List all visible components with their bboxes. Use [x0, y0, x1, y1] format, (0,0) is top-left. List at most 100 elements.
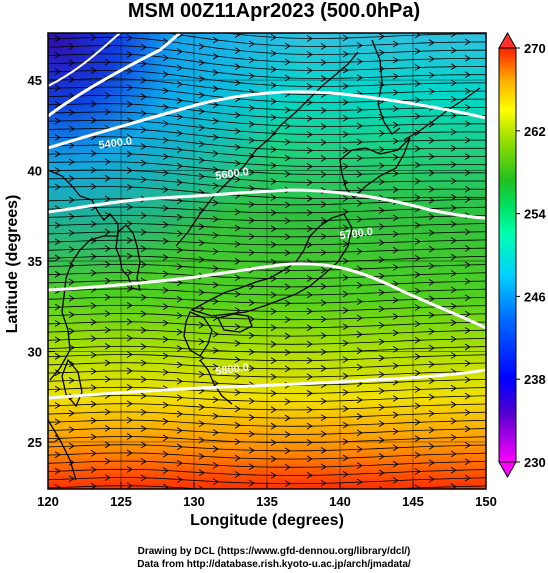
wind-arrow-icon: [320, 332, 327, 340]
wind-arrow-icon: [68, 92, 75, 100]
wind-arrow-icon: [234, 274, 241, 282]
wind-arrow-icon: [212, 182, 219, 190]
wind-arrow-icon: [284, 431, 291, 438]
wind-arrow-icon: [428, 410, 435, 417]
wind-arrow-icon: [212, 297, 219, 305]
x-axis-ticks: 120 125 130 135 140 145 150: [37, 482, 497, 509]
wind-arrow-icon: [450, 335, 457, 343]
wind-arrow-icon: [428, 442, 435, 450]
wind-arrow-icon: [198, 91, 205, 99]
wind-arrow-icon: [248, 397, 255, 405]
wind-arrow-icon: [450, 401, 457, 409]
wind-arrow-icon: [162, 153, 169, 160]
wind-arrow-icon: [450, 95, 457, 103]
wind-arrow-icon: [126, 285, 133, 293]
wind-arrow-icon: [320, 479, 327, 487]
wind-arrow-icon: [90, 400, 97, 408]
contour-label: 5800.0: [215, 361, 250, 378]
wind-arrow-icon: [464, 55, 471, 62]
streamline: [48, 321, 486, 329]
streamline: [48, 231, 486, 238]
streamline: [48, 86, 486, 103]
wind-arrow-icon: [342, 339, 349, 347]
wind-arrow-icon: [378, 207, 385, 214]
wind-arrow-icon: [234, 405, 241, 413]
ryukyu-coastline: [199, 359, 233, 405]
y-tick-label: 35: [28, 254, 42, 269]
wind-arrow-icon: [104, 359, 111, 367]
wind-arrow-icon: [198, 403, 205, 411]
wind-arrow-icon: [248, 348, 255, 356]
wind-arrow-icon: [414, 80, 421, 88]
wind-arrow-icon: [414, 177, 421, 185]
wind-arrow-icon: [68, 311, 75, 319]
wind-arrow-icon: [176, 246, 183, 254]
wind-arrow-icon: [212, 248, 219, 255]
wind-arrow-icon: [198, 75, 205, 83]
wind-arrow-icon: [212, 281, 219, 289]
wind-arrow-icon: [248, 414, 255, 421]
wind-arrow-icon: [284, 283, 291, 291]
wind-arrow-icon: [378, 223, 385, 230]
wind-arrow-icon: [234, 389, 241, 396]
wind-arrow-icon: [234, 111, 241, 119]
wind-arrow-icon: [162, 103, 169, 111]
wind-arrow-icon: [68, 442, 75, 450]
wind-arrow-icon: [378, 162, 385, 170]
wind-arrow-icon: [392, 186, 399, 194]
wind-arrow-icon: [162, 450, 169, 458]
wind-arrow-icon: [414, 194, 421, 201]
wind-arrow-icon: [414, 304, 421, 311]
wind-arrow-icon: [428, 295, 435, 303]
x-tick-label: 125: [110, 494, 132, 509]
wind-arrow-icon: [126, 150, 133, 158]
streamline: [48, 354, 486, 362]
wind-arrow-icon: [140, 43, 147, 51]
y-tick-label: 40: [28, 164, 42, 179]
wind-arrow-icon: [176, 146, 183, 154]
wind-arrow-icon: [212, 199, 219, 207]
streamline: [48, 111, 486, 127]
wind-arrow-icon: [414, 287, 421, 295]
wind-arrow-icon: [104, 425, 111, 432]
wind-arrow-icon: [140, 441, 147, 449]
wind-arrow-icon: [69, 33, 70, 34]
wind-arrow-icon: [428, 71, 435, 79]
wind-arrow-icon: [270, 258, 277, 266]
wind-arrow-icon: [356, 314, 363, 322]
wind-arrow-icon: [320, 233, 327, 240]
wind-arrow-icon: [378, 256, 385, 264]
wind-arrow-icon: [356, 170, 363, 178]
wind-arrow-icon: [356, 478, 363, 486]
wind-arrow-icon: [464, 441, 471, 449]
wind-arrow-icon: [464, 392, 471, 400]
wind-arrow-icon: [464, 136, 471, 144]
sakhalin-coastline: [371, 39, 401, 135]
wind-arrow-icon: [392, 296, 399, 304]
wind-arrow-icon: [356, 58, 363, 65]
wind-arrow-icon: [320, 123, 327, 130]
wind-arrow-icon: [320, 201, 327, 208]
wind-arrow-icon: [54, 467, 61, 475]
wind-arrow-icon: [212, 429, 219, 436]
wind-arrow-icon: [378, 338, 385, 346]
wind-arrow-icon: [68, 475, 75, 483]
wind-arrow-icon: [126, 433, 133, 440]
wind-arrow-icon: [342, 388, 349, 396]
wind-arrow-icon: [90, 116, 97, 124]
wind-arrow-icon: [306, 307, 313, 315]
colorbar-ticks: 230 238 246 254 262 270: [516, 41, 546, 470]
wind-arrow-icon: [450, 319, 457, 327]
streamline: [48, 452, 486, 460]
wind-arrow-icon: [392, 153, 399, 161]
wind-arrow-icon: [284, 154, 291, 162]
wind-arrow-icon: [90, 335, 97, 342]
primorye-coastline: [175, 51, 359, 247]
streamline: [48, 280, 486, 288]
wind-arrow-icon: [104, 375, 111, 383]
wind-arrow-icon: [356, 445, 363, 453]
wind-arrow-icon: [248, 299, 255, 307]
wind-arrow-icon: [54, 150, 61, 158]
coastlines: [48, 39, 481, 481]
wind-arrow-icon: [284, 170, 291, 178]
